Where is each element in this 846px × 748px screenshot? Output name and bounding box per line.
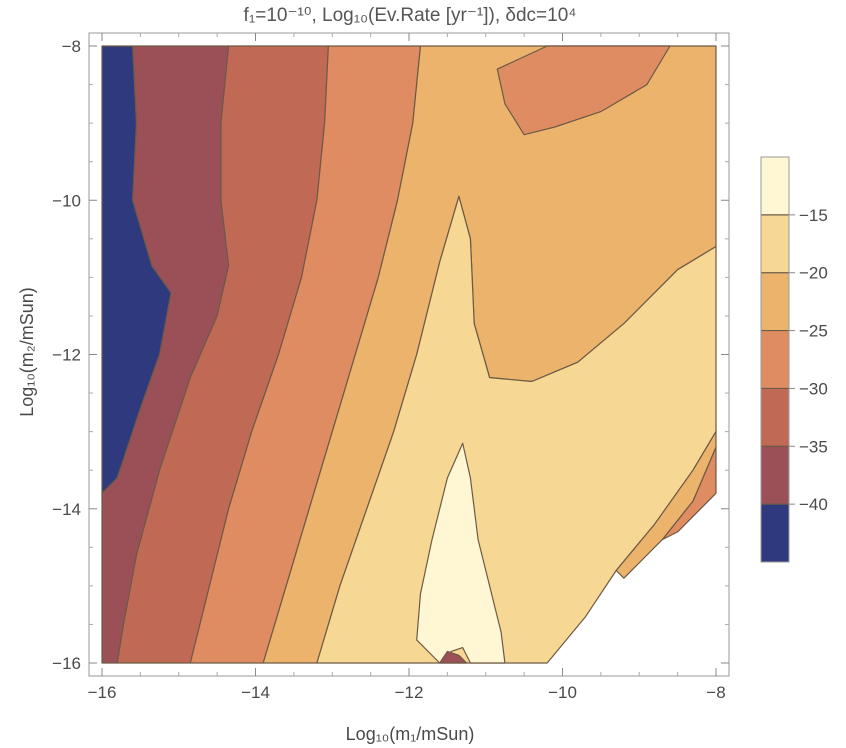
contour-region-6: [416, 442, 506, 664]
x-axis-title: Log₁₀(m₁/mSun): [346, 724, 475, 744]
y-tick-label: −10: [52, 191, 81, 210]
y-tick-label: −14: [52, 500, 81, 519]
colorbar-swatch: [761, 504, 789, 563]
colorbar-frame: [760, 156, 790, 563]
chart-title: f₁=10⁻¹⁰, Log₁₀(Ev.Rate [yr⁻¹]), δdc=10⁴: [244, 5, 577, 26]
colorbar-label: −20: [799, 264, 828, 283]
x-tick-label: −14: [241, 683, 270, 702]
x-tick-label: −12: [395, 683, 424, 702]
colorbar-swatch: [761, 214, 789, 274]
contour-regions: [101, 45, 717, 664]
colorbar-swatch: [761, 330, 789, 389]
colorbar-swatch: [761, 157, 789, 216]
contour-region-10: [439, 650, 468, 664]
colorbar-label: −25: [799, 322, 828, 341]
colorbar-label: −40: [799, 495, 828, 514]
y-tick-label: −12: [52, 346, 81, 365]
contour-region-9: [615, 431, 717, 579]
y-tick-label: −8: [62, 37, 81, 56]
y-tick-label: −16: [52, 654, 81, 673]
colorbar-legend: −15 −20 −25 −30 −35 −40: [760, 156, 828, 563]
x-tick-label: −10: [548, 683, 577, 702]
axis-ticks: −16 −14 −12 −10 −8 −8 −10 −12 −14 −16: [52, 33, 729, 702]
colorbar-swatch: [761, 446, 789, 505]
colorbar-label: −15: [799, 206, 828, 225]
y-axis-title: Log₁₀(m₂/mSun): [17, 287, 37, 417]
colorbar-swatch: [761, 388, 789, 447]
contour-region-7: [496, 45, 671, 136]
colorbar-label: −30: [799, 379, 828, 398]
colorbar-swatch: [761, 272, 789, 332]
x-tick-label: −16: [88, 683, 117, 702]
x-tick-label: −8: [706, 683, 725, 702]
colorbar-label: −35: [799, 437, 828, 456]
